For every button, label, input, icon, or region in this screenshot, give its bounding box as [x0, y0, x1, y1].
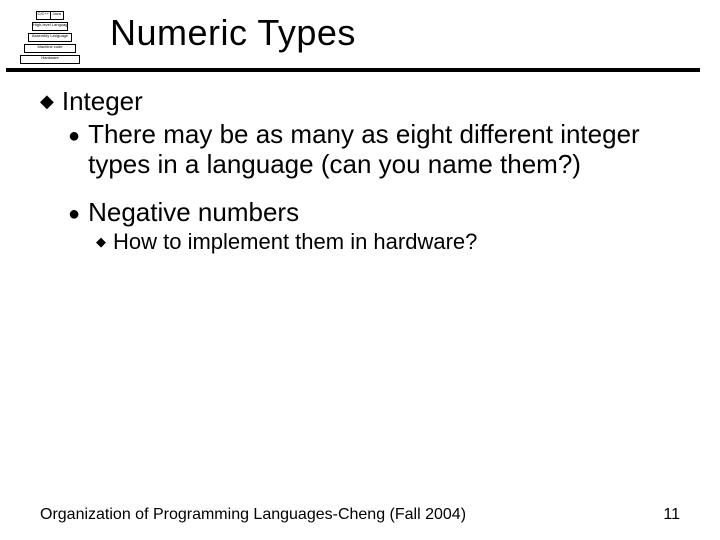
pyramid-tier-1: Machine code: [24, 44, 76, 53]
bullet-lvl3-0-text: How to implement them in hardware?: [113, 229, 477, 255]
diamond-bullet-icon: ◆: [96, 234, 106, 250]
bullet-lvl2-1: ● Negative numbers ◆ How to implement th…: [68, 197, 690, 255]
title-rule: [6, 68, 700, 72]
bullet-lvl2-0-text: There may be as many as eight different …: [88, 119, 690, 179]
slide-title: Numeric Types: [110, 12, 700, 54]
bullet-lvl1: ◆ Integer ● There may be as many as eigh…: [40, 86, 690, 255]
diamond-bullet-icon: ◆: [40, 91, 54, 112]
footer: Organization of Programming Languages-Ch…: [40, 506, 680, 524]
pyramid-tier-2: Assembly Language: [28, 33, 72, 42]
footer-text: Organization of Programming Languages-Ch…: [40, 506, 466, 524]
pyramid-tier-0-label: Hardware: [21, 56, 79, 60]
pyramid-tier-1-label: Machine code: [25, 45, 75, 49]
pyramid-tier-4: C/C++ Java: [36, 11, 64, 20]
circle-bullet-icon: ●: [68, 201, 80, 227]
pyramid-graphic: Hardware Machine code Assembly Language …: [6, 6, 94, 64]
bullet-lvl2-0: ● There may be as many as eight differen…: [68, 119, 690, 179]
pyramid-tier-0: Hardware: [20, 55, 80, 64]
page-number: 11: [663, 506, 680, 524]
bullet-lvl2-1-text: Negative numbers: [88, 197, 299, 227]
bullet-lvl1-text: Integer: [62, 86, 143, 117]
bullet-lvl1-row: ◆ Integer: [40, 86, 690, 117]
bullet-lvl3-0-row: ◆ How to implement them in hardware?: [96, 229, 690, 255]
title-area: Numeric Types: [110, 12, 700, 54]
pyramid-tier-4-right: Java: [51, 12, 64, 19]
content-area: ◆ Integer ● There may be as many as eigh…: [40, 86, 690, 273]
slide: Hardware Machine code Assembly Language …: [0, 0, 720, 540]
bullet-lvl3-0: ◆ How to implement them in hardware?: [96, 229, 690, 255]
pyramid-tier-3-label: High-level Languages: [33, 23, 67, 27]
bullet-lvl2-1-row: ● Negative numbers: [68, 197, 690, 227]
circle-bullet-icon: ●: [68, 123, 80, 149]
bullet-lvl2-0-row: ● There may be as many as eight differen…: [68, 119, 690, 179]
pyramid-tier-3: High-level Languages: [32, 22, 68, 31]
pyramid-tier-2-label: Assembly Language: [29, 34, 71, 38]
pyramid-tier-4-left: C/C++: [37, 12, 51, 19]
